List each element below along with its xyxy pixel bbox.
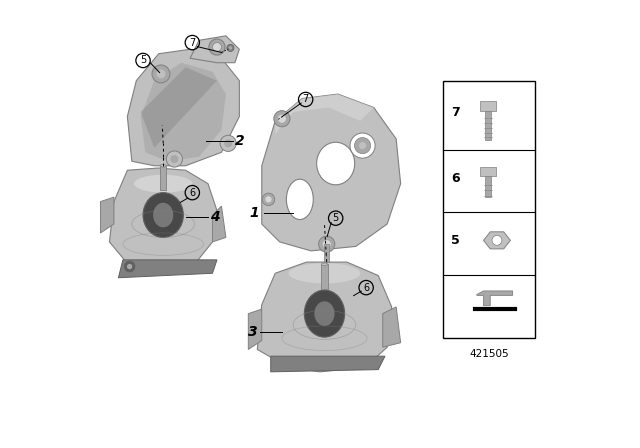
Bar <box>480 167 496 177</box>
Bar <box>160 166 166 190</box>
Polygon shape <box>141 63 226 161</box>
Ellipse shape <box>134 175 192 193</box>
Circle shape <box>323 240 331 248</box>
Text: 1: 1 <box>250 206 260 220</box>
Polygon shape <box>141 67 217 148</box>
Text: 2: 2 <box>235 134 244 148</box>
Polygon shape <box>190 36 239 63</box>
Bar <box>321 264 328 289</box>
Circle shape <box>359 142 366 149</box>
Circle shape <box>156 69 165 78</box>
Bar <box>485 177 491 198</box>
Circle shape <box>209 39 225 55</box>
Text: 5: 5 <box>140 56 146 65</box>
Text: 4: 4 <box>210 210 220 224</box>
Polygon shape <box>212 206 226 242</box>
Ellipse shape <box>153 202 173 227</box>
Circle shape <box>212 43 221 52</box>
Polygon shape <box>127 49 239 166</box>
Circle shape <box>227 44 234 52</box>
Polygon shape <box>257 262 392 372</box>
Polygon shape <box>118 260 217 278</box>
Circle shape <box>170 155 179 163</box>
Text: 5: 5 <box>333 213 339 223</box>
Text: 7: 7 <box>451 106 460 119</box>
Ellipse shape <box>160 164 166 167</box>
Bar <box>480 101 496 111</box>
Text: 7: 7 <box>303 95 308 104</box>
Text: 6: 6 <box>451 172 460 185</box>
Polygon shape <box>100 197 114 233</box>
Circle shape <box>274 111 290 127</box>
Circle shape <box>124 261 135 272</box>
Ellipse shape <box>314 302 335 326</box>
Circle shape <box>127 264 132 269</box>
Text: 6: 6 <box>189 188 195 198</box>
Circle shape <box>220 135 236 151</box>
Circle shape <box>266 196 271 202</box>
Bar <box>443 81 535 338</box>
Text: 5: 5 <box>451 234 460 247</box>
Circle shape <box>350 133 375 158</box>
Circle shape <box>166 151 182 167</box>
Text: 6: 6 <box>363 283 369 293</box>
Text: 3: 3 <box>248 324 257 339</box>
Circle shape <box>224 139 232 147</box>
Polygon shape <box>248 309 262 349</box>
Polygon shape <box>275 94 374 134</box>
Ellipse shape <box>317 142 355 185</box>
Bar <box>485 111 491 140</box>
Ellipse shape <box>289 263 360 284</box>
Circle shape <box>152 65 170 83</box>
Text: 421505: 421505 <box>469 349 509 359</box>
Polygon shape <box>109 168 217 273</box>
Ellipse shape <box>305 290 345 337</box>
Circle shape <box>262 193 275 206</box>
Ellipse shape <box>287 179 314 220</box>
Ellipse shape <box>321 263 328 266</box>
Ellipse shape <box>143 193 183 237</box>
Polygon shape <box>262 94 401 251</box>
Polygon shape <box>477 291 513 306</box>
Circle shape <box>319 236 335 252</box>
Text: 7: 7 <box>189 38 195 47</box>
Circle shape <box>492 236 502 246</box>
Circle shape <box>228 46 232 50</box>
Bar <box>324 244 330 262</box>
Polygon shape <box>271 356 385 372</box>
Circle shape <box>355 138 371 154</box>
Polygon shape <box>484 232 511 249</box>
Circle shape <box>278 115 286 123</box>
Polygon shape <box>383 307 401 347</box>
